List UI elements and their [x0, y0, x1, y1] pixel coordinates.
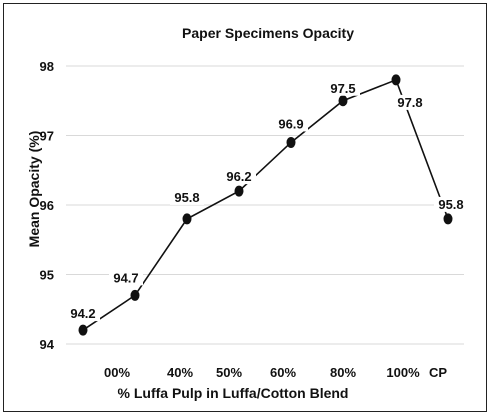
x-tick-2: 50% — [216, 365, 242, 380]
series-group — [78, 74, 453, 336]
data-label-5: 97.5 — [330, 81, 355, 96]
y-tick-labels: 94 95 96 97 98 — [40, 59, 55, 352]
y-tick-97: 97 — [40, 129, 54, 144]
x-axis-label: % Luffa Pulp in Luffa/Cotton Blend — [118, 385, 349, 401]
data-label-7: 95.8 — [438, 197, 463, 212]
chart-title: Paper Specimens Opacity — [182, 25, 354, 41]
data-label-1: 94.7 — [113, 270, 138, 285]
x-tick-0: 00% — [104, 365, 130, 380]
y-tick-94: 94 — [40, 337, 55, 352]
data-label-bg-3 — [222, 169, 256, 185]
opacity-line-chart: Paper Specimens Opacity 94 95 96 97 98 00% 40… — [26, 25, 468, 401]
y-axis-label: Mean Opacity (%) — [26, 131, 42, 248]
y-tick-98: 98 — [40, 59, 54, 74]
data-label-bg-4 — [274, 116, 308, 132]
x-tick-6: CP — [429, 365, 447, 380]
data-point-3 — [234, 185, 244, 197]
x-tick-4: 80% — [330, 365, 356, 380]
data-point-7 — [443, 213, 453, 225]
data-label-bg-5 — [326, 80, 360, 96]
chart-frame: Paper Specimens Opacity 94 95 96 97 98 00% 40… — [3, 3, 487, 412]
series-line — [82, 78, 449, 331]
x-tick-labels: 00% 40% 50% 60% 80% 100% CP — [104, 365, 447, 380]
data-point-4 — [286, 136, 296, 148]
data-label-bg-6 — [393, 94, 427, 110]
y-tick-96: 96 — [40, 198, 54, 213]
x-tick-5: 100% — [386, 365, 420, 380]
x-tick-1: 40% — [167, 365, 193, 380]
data-label-bg-1 — [109, 270, 143, 286]
data-point-6 — [391, 74, 401, 86]
data-point-2 — [182, 213, 192, 225]
data-label-bg-0 — [66, 306, 100, 322]
data-label-6: 97.8 — [397, 95, 422, 110]
data-point-5 — [338, 95, 348, 107]
data-label-bg-7 — [434, 196, 468, 212]
data-label-3: 96.2 — [226, 169, 251, 184]
x-tick-3: 60% — [270, 365, 296, 380]
data-label-2: 95.8 — [174, 190, 199, 205]
data-label-0: 94.2 — [70, 306, 95, 321]
data-point-0 — [78, 324, 88, 336]
data-point-1 — [130, 289, 140, 301]
data-label-4: 96.9 — [278, 116, 303, 131]
data-label-bg-2 — [170, 189, 204, 205]
y-tick-95: 95 — [40, 268, 54, 283]
data-labels: 94.2 94.7 95.8 96.2 96.9 97.5 97.8 95.8 — [66, 80, 468, 322]
